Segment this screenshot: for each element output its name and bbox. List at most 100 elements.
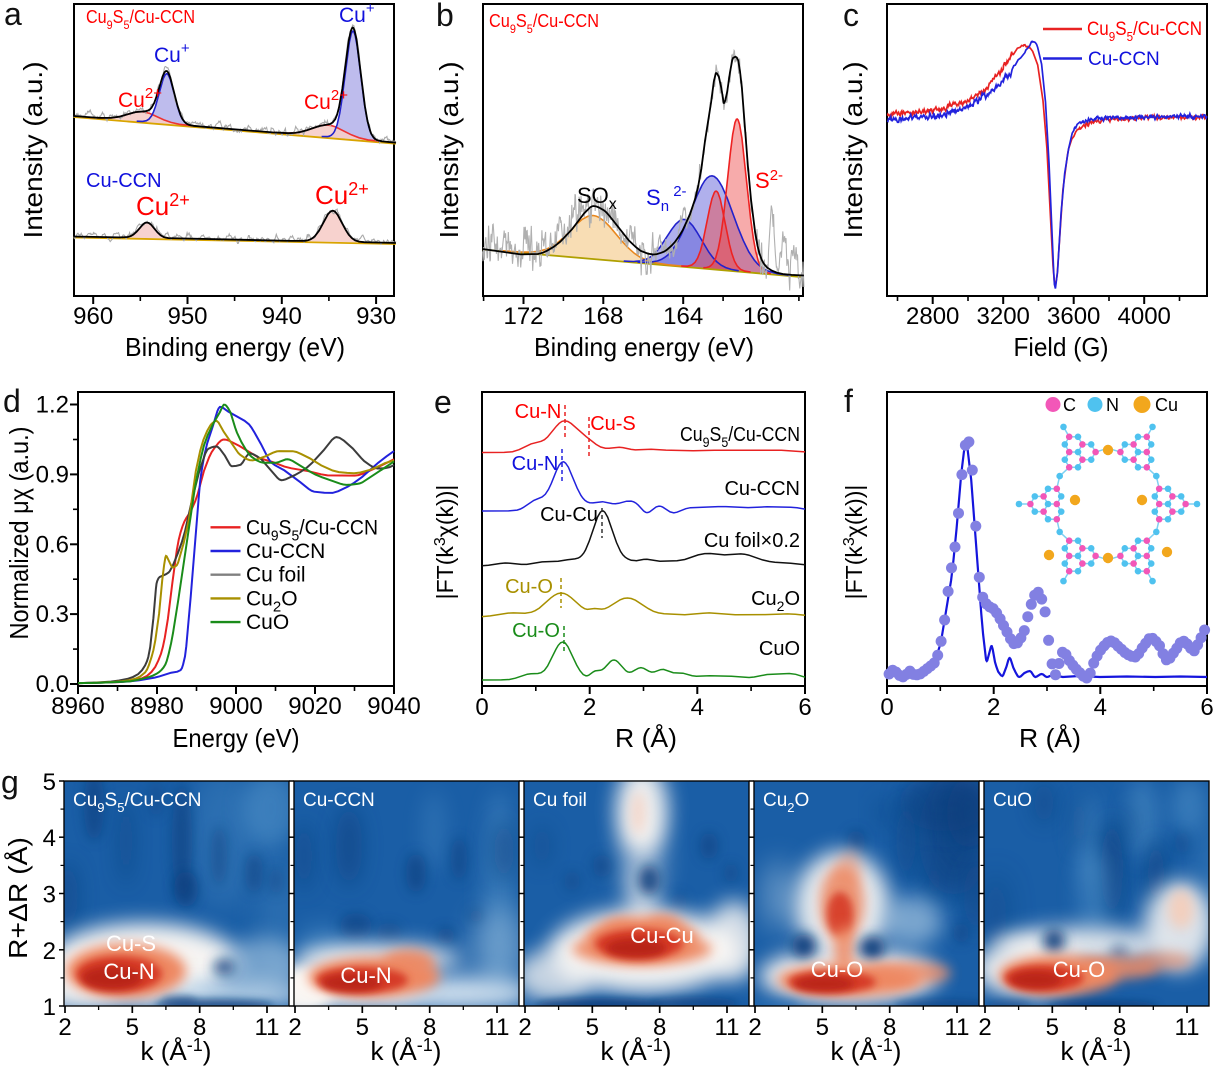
svg-text:5: 5 <box>356 1014 369 1041</box>
svg-text:5: 5 <box>816 1014 829 1041</box>
svg-text:0.0: 0.0 <box>36 671 69 698</box>
svg-text:|FT(k3χ(k))|: |FT(k3χ(k))| <box>432 485 458 600</box>
svg-text:8980: 8980 <box>130 693 183 720</box>
svg-text:11: 11 <box>1175 1014 1200 1041</box>
svg-text:11: 11 <box>255 1014 280 1041</box>
svg-text:164: 164 <box>663 303 703 330</box>
svg-text:Cu-Cu: Cu-Cu <box>630 923 694 948</box>
svg-text:Cu-N: Cu-N <box>103 959 154 984</box>
svg-text:Cu2O: Cu2O <box>751 588 800 614</box>
svg-text:Cu9S5/Cu-CCN: Cu9S5/Cu-CCN <box>73 790 202 815</box>
svg-text:Binding energy (eV): Binding energy (eV) <box>125 332 345 362</box>
svg-text:0.9: 0.9 <box>36 461 69 488</box>
svg-text:Cu-S: Cu-S <box>106 931 156 956</box>
svg-text:Cu-CCN: Cu-CCN <box>86 170 162 192</box>
svg-text:0: 0 <box>880 694 893 721</box>
svg-text:4: 4 <box>1094 694 1107 721</box>
svg-text:f: f <box>844 383 853 419</box>
svg-text:Cu2+: Cu2+ <box>315 179 369 210</box>
svg-text:8: 8 <box>1113 1014 1126 1041</box>
svg-text:930: 930 <box>356 303 396 330</box>
svg-text:4: 4 <box>691 694 704 721</box>
svg-text:Cu-CCN: Cu-CCN <box>303 790 375 811</box>
svg-text:e: e <box>434 384 452 420</box>
svg-text:a: a <box>4 0 22 32</box>
svg-text:Cu-O: Cu-O <box>512 620 560 642</box>
svg-text:Cu-O: Cu-O <box>811 957 864 982</box>
svg-text:3: 3 <box>43 882 56 909</box>
svg-text:N: N <box>1106 395 1119 415</box>
svg-text:0.6: 0.6 <box>36 531 69 558</box>
svg-text:Cu: Cu <box>1155 395 1178 415</box>
svg-text:8: 8 <box>653 1014 666 1041</box>
svg-text:960: 960 <box>73 303 113 330</box>
svg-text:Intensity (a.u.): Intensity (a.u.) <box>18 62 48 239</box>
svg-text:8960: 8960 <box>51 693 104 720</box>
svg-text:160: 160 <box>743 303 783 330</box>
svg-text:Energy (eV): Energy (eV) <box>173 723 300 753</box>
svg-text:Cu-N: Cu-N <box>515 401 562 423</box>
svg-text:Cu foil: Cu foil <box>533 790 587 811</box>
svg-text:Cu-Cu: Cu-Cu <box>540 504 598 526</box>
svg-text:Cu-O: Cu-O <box>1053 957 1106 982</box>
svg-text:2: 2 <box>987 694 1000 721</box>
svg-text:Intensity (a.u.): Intensity (a.u.) <box>838 62 868 239</box>
svg-text:2800: 2800 <box>906 303 959 330</box>
svg-text:Cu-N: Cu-N <box>512 453 559 475</box>
svg-text:Normalized μχ (a.u.): Normalized μχ (a.u.) <box>4 427 34 640</box>
svg-text:Cu2O: Cu2O <box>763 790 809 815</box>
svg-text:172: 172 <box>503 303 543 330</box>
svg-text:R (Å): R (Å) <box>1019 723 1081 753</box>
svg-text:4: 4 <box>43 825 56 852</box>
svg-text:950: 950 <box>167 303 207 330</box>
svg-text:Intensity (a.u.): Intensity (a.u.) <box>434 62 464 239</box>
svg-text:Cu foil×0.2: Cu foil×0.2 <box>704 530 800 552</box>
svg-text:CuO: CuO <box>759 638 800 660</box>
svg-text:Cu2+: Cu2+ <box>304 87 348 114</box>
svg-text:168: 168 <box>583 303 623 330</box>
svg-text:Cu-CCN: Cu-CCN <box>1088 49 1160 70</box>
svg-text:1.2: 1.2 <box>36 392 69 419</box>
svg-text:Cu9S5/Cu-CCN: Cu9S5/Cu-CCN <box>680 424 800 450</box>
svg-text:5: 5 <box>586 1014 599 1041</box>
svg-text:b: b <box>436 0 454 33</box>
svg-text:8: 8 <box>423 1014 436 1041</box>
svg-text:Cu-CCN: Cu-CCN <box>246 540 325 563</box>
svg-text:2: 2 <box>518 1014 531 1041</box>
svg-text:Binding energy (eV): Binding energy (eV) <box>534 332 754 362</box>
svg-text:c: c <box>843 0 859 33</box>
svg-text:2: 2 <box>43 938 56 965</box>
svg-text:C: C <box>1063 395 1076 415</box>
svg-text:1: 1 <box>43 994 56 1021</box>
svg-text:Cu2+: Cu2+ <box>136 190 190 221</box>
svg-text:5: 5 <box>126 1014 139 1041</box>
svg-text:R (Å): R (Å) <box>615 723 677 753</box>
svg-text:6: 6 <box>798 694 811 721</box>
svg-text:940: 940 <box>262 303 302 330</box>
svg-text:11: 11 <box>945 1014 970 1041</box>
svg-text:9040: 9040 <box>367 693 420 720</box>
svg-text:R+ΔR (Å): R+ΔR (Å) <box>3 837 33 959</box>
svg-text:Cu-CCN: Cu-CCN <box>724 478 800 500</box>
svg-text:Cu foil: Cu foil <box>246 564 306 587</box>
svg-text:g: g <box>1 764 19 800</box>
svg-text:8: 8 <box>883 1014 896 1041</box>
svg-text:2: 2 <box>58 1014 71 1041</box>
svg-text:Cu9S5/Cu-CCN: Cu9S5/Cu-CCN <box>1087 19 1202 44</box>
svg-text:5: 5 <box>1046 1014 1059 1041</box>
svg-text:Cu-S: Cu-S <box>590 413 636 435</box>
svg-text:5: 5 <box>43 769 56 796</box>
svg-text:Field (G): Field (G) <box>1014 332 1109 362</box>
svg-text:CuO: CuO <box>993 790 1032 811</box>
svg-text:Cu-N: Cu-N <box>340 963 391 988</box>
svg-text:9000: 9000 <box>209 693 262 720</box>
svg-text:9020: 9020 <box>288 693 341 720</box>
svg-text:2: 2 <box>583 694 596 721</box>
svg-text:11: 11 <box>715 1014 740 1041</box>
svg-text:2: 2 <box>978 1014 991 1041</box>
svg-text:CuO: CuO <box>246 611 289 634</box>
svg-text:0.3: 0.3 <box>36 601 69 628</box>
svg-text:3600: 3600 <box>1047 303 1100 330</box>
svg-text:2: 2 <box>748 1014 761 1041</box>
svg-text:11: 11 <box>485 1014 510 1041</box>
